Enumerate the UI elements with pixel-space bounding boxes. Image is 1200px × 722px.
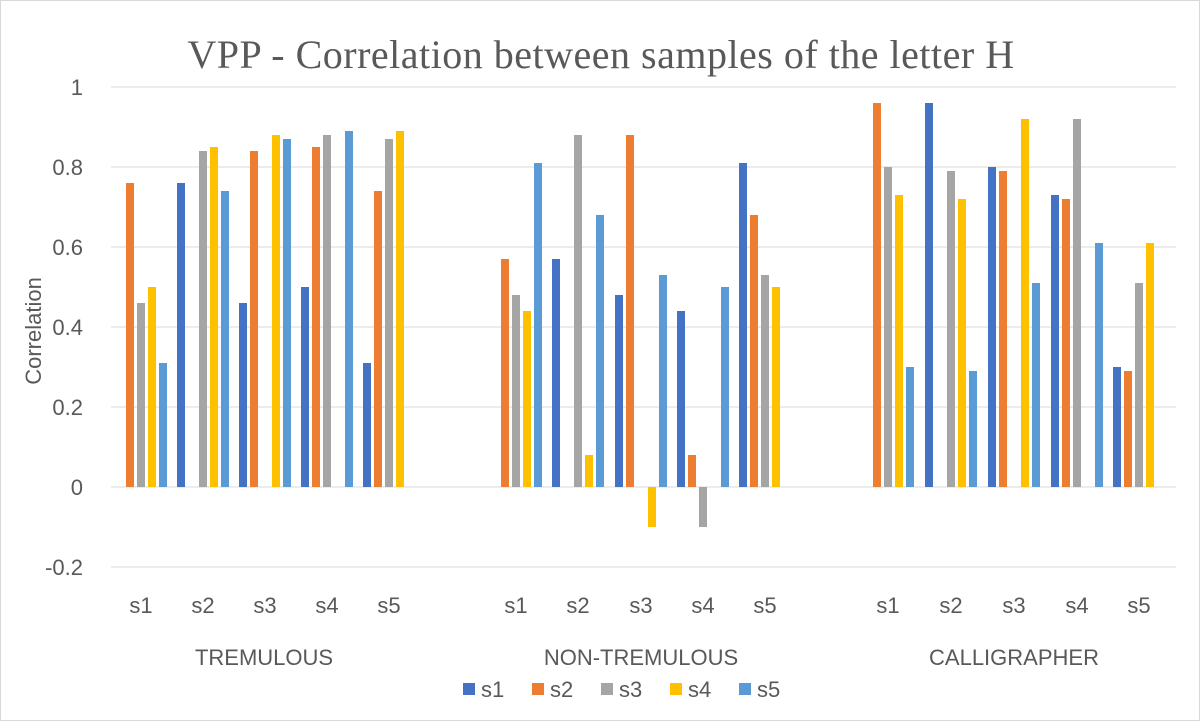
bar-s4-s3 xyxy=(1021,119,1029,487)
bar-s1-s3 xyxy=(239,303,247,487)
bar-s3-s1 xyxy=(512,295,520,487)
bar-s2-s3 xyxy=(626,135,634,487)
bar-s4-s3 xyxy=(272,135,280,487)
group-label: NON-TREMULOUS xyxy=(544,645,738,670)
y-axis-title: Correlation xyxy=(21,277,46,385)
y-tick-label: 0.2 xyxy=(52,395,83,420)
y-tick-label: 0 xyxy=(71,475,83,500)
bar-s5-s3 xyxy=(283,139,291,487)
y-tick-label: 0.4 xyxy=(52,315,83,340)
bar-s1-s4 xyxy=(677,311,685,487)
legend-swatch-s5 xyxy=(739,683,751,695)
bar-s4-s5 xyxy=(396,131,404,487)
bar-s4-s3 xyxy=(648,487,656,527)
bar-s3-s5 xyxy=(385,139,393,487)
legend-label-s2: s2 xyxy=(550,677,573,702)
bar-s3-s4 xyxy=(1073,119,1081,487)
bar-s3-s5 xyxy=(1135,283,1143,487)
bar-s2-s4 xyxy=(688,455,696,487)
bar-s5-s4 xyxy=(721,287,729,487)
bar-s3-s2 xyxy=(947,171,955,487)
bar-s5-s4 xyxy=(1095,243,1103,487)
bar-s1-s4 xyxy=(1051,195,1059,487)
x-tick-label: s2 xyxy=(939,593,962,618)
y-tick-label: 0.8 xyxy=(52,155,83,180)
bar-s4-s1 xyxy=(523,311,531,487)
x-tick-label: s5 xyxy=(753,593,776,618)
bar-s4-s1 xyxy=(895,195,903,487)
bar-s1-s5 xyxy=(1113,367,1121,487)
legend-label-s4: s4 xyxy=(688,677,711,702)
bar-s2-s4 xyxy=(312,147,320,487)
legend-label-s1: s1 xyxy=(481,677,504,702)
bar-s4-s2 xyxy=(210,147,218,487)
bar-s5-s1 xyxy=(534,163,542,487)
legend-label-s3: s3 xyxy=(619,677,642,702)
x-tick-label: s3 xyxy=(1002,593,1025,618)
bar-s2-s5 xyxy=(750,215,758,487)
bar-s4-s1 xyxy=(148,287,156,487)
bar-s4-s2 xyxy=(585,455,593,487)
bar-s3-s2 xyxy=(574,135,582,487)
y-tick-label: -0.2 xyxy=(45,555,83,580)
bar-s2-s4 xyxy=(1062,199,1070,487)
x-tick-label: s1 xyxy=(876,593,899,618)
bar-s4-s5 xyxy=(772,287,780,487)
bar-s5-s3 xyxy=(659,275,667,487)
bar-s1-s4 xyxy=(301,287,309,487)
bar-s1-s2 xyxy=(552,259,560,487)
bar-s1-s5 xyxy=(739,163,747,487)
x-tick-label: s3 xyxy=(253,593,276,618)
x-tick-label: s1 xyxy=(504,593,527,618)
bar-s2-s3 xyxy=(999,171,1007,487)
bar-s5-s2 xyxy=(221,191,229,487)
legend-swatch-s4 xyxy=(670,683,682,695)
x-tick-label: s3 xyxy=(629,593,652,618)
bar-s5-s4 xyxy=(345,131,353,487)
bar-s3-s1 xyxy=(137,303,145,487)
bar-s2-s5 xyxy=(374,191,382,487)
chart-title: VPP - Correlation between samples of the… xyxy=(187,32,1015,77)
x-tick-label: s1 xyxy=(129,593,152,618)
bar-s1-s2 xyxy=(177,183,185,487)
bar-s2-s5 xyxy=(1124,371,1132,487)
bar-s3-s4 xyxy=(699,487,707,527)
bar-s2-s1 xyxy=(501,259,509,487)
bar-s5-s3 xyxy=(1032,283,1040,487)
bar-s1-s5 xyxy=(363,363,371,487)
legend-swatch-s1 xyxy=(463,683,475,695)
bar-s2-s1 xyxy=(126,183,134,487)
x-tick-label: s4 xyxy=(315,593,338,618)
bar-s5-s2 xyxy=(596,215,604,487)
bar-s5-s2 xyxy=(969,371,977,487)
x-tick-label: s5 xyxy=(377,593,400,618)
bar-s1-s3 xyxy=(615,295,623,487)
bar-s1-s3 xyxy=(988,167,996,487)
bar-s5-s1 xyxy=(159,363,167,487)
bar-s3-s1 xyxy=(884,167,892,487)
x-tick-label: s5 xyxy=(1127,593,1150,618)
legend-label-s5: s5 xyxy=(757,677,780,702)
y-tick-label: 1 xyxy=(71,75,83,100)
bar-s3-s5 xyxy=(761,275,769,487)
x-tick-label: s4 xyxy=(1065,593,1088,618)
group-label: TREMULOUS xyxy=(195,645,333,670)
x-tick-label: s2 xyxy=(191,593,214,618)
x-tick-label: s2 xyxy=(566,593,589,618)
bar-s3-s4 xyxy=(323,135,331,487)
bar-s4-s2 xyxy=(958,199,966,487)
bar-s4-s5 xyxy=(1146,243,1154,487)
group-label: CALLIGRAPHER xyxy=(929,645,1099,670)
bar-s3-s2 xyxy=(199,151,207,487)
bar-s1-s2 xyxy=(925,103,933,487)
legend-swatch-s2 xyxy=(532,683,544,695)
bar-s5-s1 xyxy=(906,367,914,487)
y-tick-label: 0.6 xyxy=(52,235,83,260)
legend-swatch-s3 xyxy=(601,683,613,695)
bar-s2-s1 xyxy=(873,103,881,487)
bar-s2-s3 xyxy=(250,151,258,487)
x-tick-label: s4 xyxy=(691,593,714,618)
